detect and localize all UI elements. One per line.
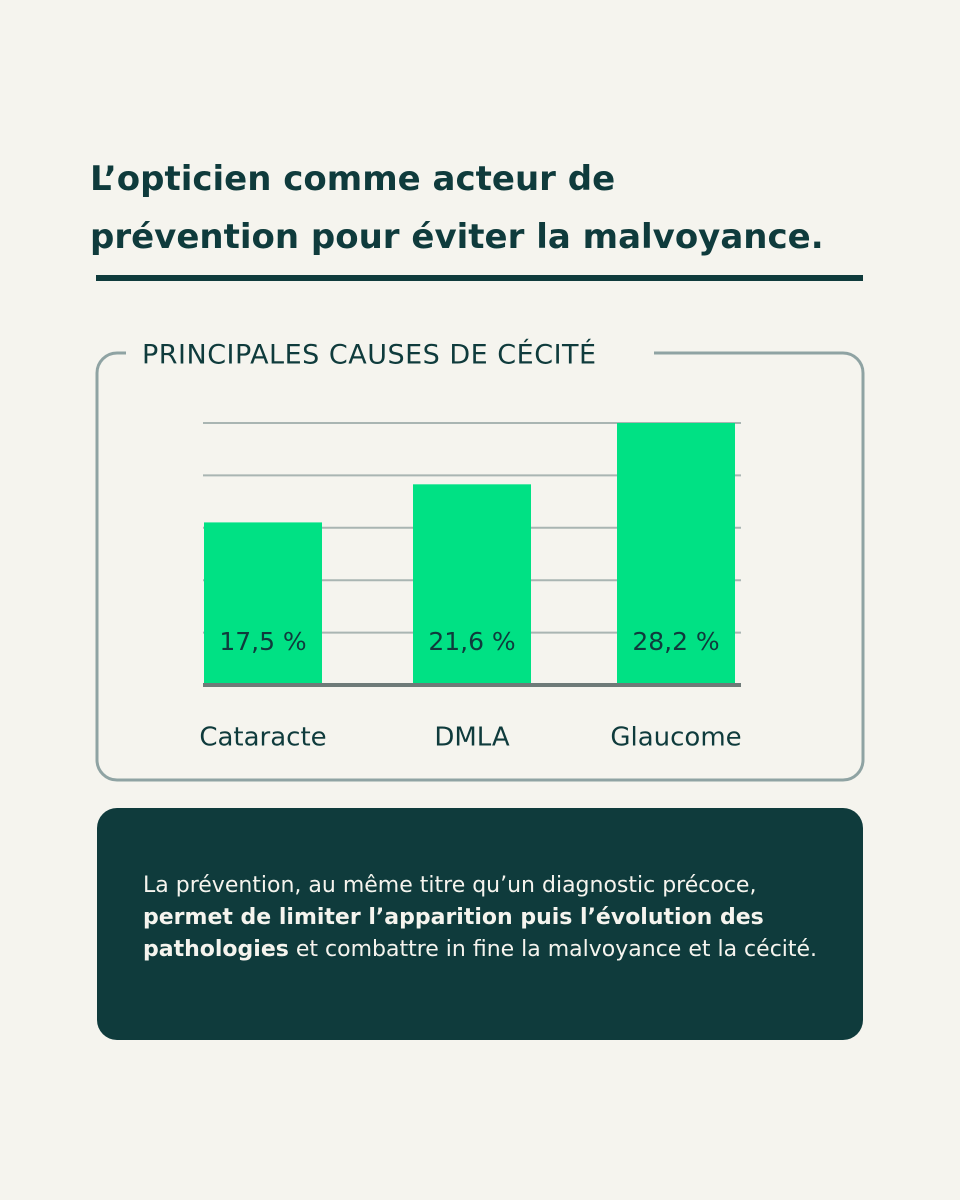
note-span: La prévention, au même titre qu’un diagn… xyxy=(143,873,757,898)
x-tick-label: Glaucome xyxy=(610,723,741,753)
page-title: L’opticien comme acteur de prévention po… xyxy=(90,159,824,257)
title-box: L’opticien comme acteur de prévention po… xyxy=(90,159,824,257)
value-label: 21,6 % xyxy=(428,627,515,656)
bar xyxy=(413,484,531,685)
note-box xyxy=(97,808,863,1040)
bar xyxy=(204,522,322,685)
x-tick-label: Cataracte xyxy=(199,723,326,753)
value-label: 17,5 % xyxy=(219,627,306,656)
value-label: 28,2 % xyxy=(632,627,719,656)
frame-gap xyxy=(126,340,654,370)
title-rule xyxy=(96,275,863,281)
chart-title: PRINCIPALES CAUSES DE CÉCITÉ xyxy=(142,339,597,371)
note-bold: permet de limiter l’apparition puis l’év… xyxy=(143,905,764,962)
note-text: La prévention, au même titre qu’un diagn… xyxy=(143,870,843,966)
bar xyxy=(617,423,735,685)
note-span: et combattre in fine la malvoyance et la… xyxy=(288,937,818,962)
x-tick-label: DMLA xyxy=(434,723,510,753)
